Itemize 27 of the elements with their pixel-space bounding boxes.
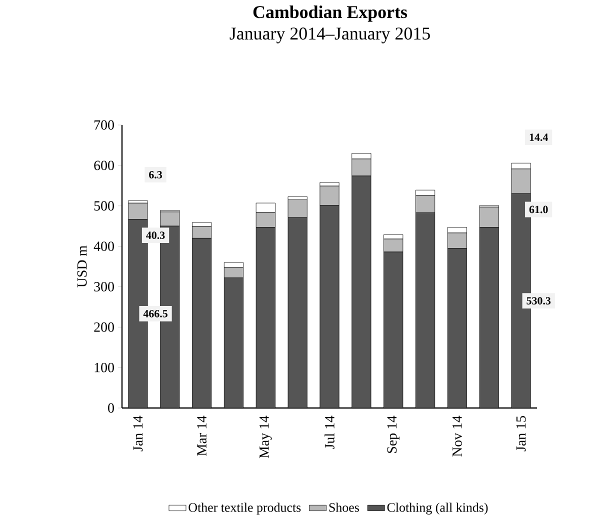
- x-tick-label: Jan 15: [516, 416, 526, 452]
- data-label: 61.0: [529, 206, 548, 214]
- chart-subtitle: January 2014–January 2015: [230, 28, 430, 44]
- x-tick-label: Nov 14: [452, 416, 462, 457]
- data-label: 40.3: [146, 232, 165, 239]
- y-axis-title: USD m: [77, 246, 87, 288]
- data-label: 466.5: [143, 310, 168, 318]
- x-tick-label: Jul 14: [324, 416, 334, 449]
- x-tick-label: Sep 14: [387, 416, 400, 453]
- data-label: 14.4: [530, 134, 548, 142]
- y-tick-label: 700: [94, 120, 114, 130]
- x-tick-label: Jan 14: [133, 416, 143, 452]
- y-tick-label: 300: [94, 282, 114, 292]
- y-tick-label: 500: [94, 201, 114, 211]
- x-tick-label: May 14: [260, 416, 272, 458]
- x-tick-label: Mar 14: [197, 416, 206, 456]
- legend-label: Other textile products: [188, 502, 301, 514]
- y-tick-label: 100: [94, 362, 114, 372]
- data-label: 6.3: [149, 171, 162, 178]
- chart-title: Cambodian Exports: [253, 6, 408, 22]
- y-tick-label: 400: [94, 242, 114, 251]
- y-tick-label: 600: [94, 160, 114, 170]
- data-label: 530.3: [526, 297, 551, 305]
- y-tick-label: 0: [108, 403, 114, 413]
- legend-label: Clothing (all kinds): [387, 502, 488, 515]
- legend-label: Shoes: [329, 502, 359, 512]
- y-tick-label: 200: [94, 322, 114, 332]
